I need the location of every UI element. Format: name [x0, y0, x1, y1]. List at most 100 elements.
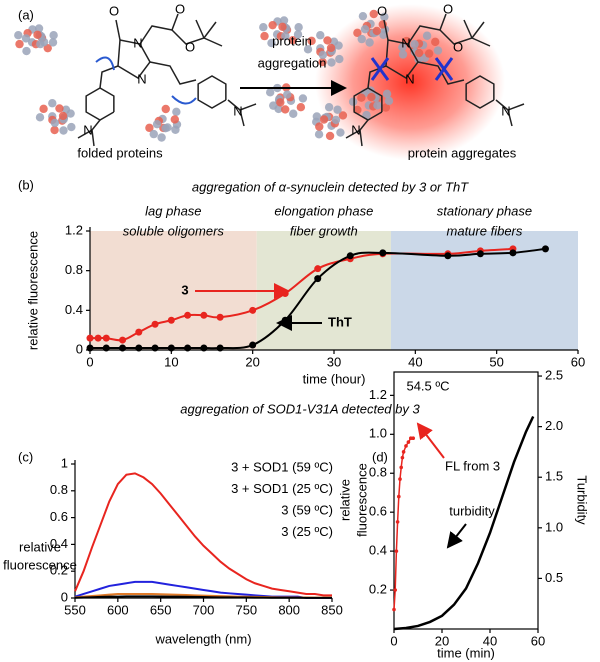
data-point	[444, 252, 452, 260]
protein-bead	[348, 97, 358, 106]
data-point	[94, 334, 102, 342]
protein-bead	[333, 105, 342, 114]
atom-label: N	[401, 35, 410, 50]
phase-sublabel: fiber growth	[290, 223, 358, 238]
y-tick-label: 0.4	[65, 302, 83, 317]
protein-bead	[157, 133, 166, 142]
x-tick-label: 800	[278, 602, 300, 617]
atom-label: O	[443, 1, 453, 16]
data-point	[404, 444, 408, 448]
legend-entry: 3 (25 ºC)	[281, 524, 333, 539]
protein-bead	[398, 43, 407, 52]
protein-bead	[22, 46, 31, 56]
data-point	[135, 328, 143, 336]
phase-label: lag phase	[145, 203, 201, 218]
x-tick-label: 60	[571, 354, 585, 369]
y-tick-label: 0.8	[65, 262, 83, 277]
series-annotation: turbidity	[449, 503, 495, 518]
annotation: 54.5 ºC	[406, 378, 449, 393]
bond	[463, 19, 473, 39]
data-point	[86, 334, 94, 342]
x-tick-label: 600	[107, 602, 129, 617]
y2-axis-label: Turbidity	[575, 475, 590, 525]
protein-bead	[48, 99, 57, 108]
y-tick-label: 1.0	[369, 426, 387, 441]
annotation-arrow	[416, 422, 445, 459]
protein-bead	[279, 16, 289, 25]
annotation-arrow	[446, 523, 467, 549]
data-point	[314, 275, 322, 283]
protein-bead	[327, 58, 336, 67]
atom-label: N	[83, 122, 92, 137]
phase-sublabel: mature fibers	[447, 223, 523, 238]
protein-bead	[431, 37, 440, 47]
x-tick-label: 50	[489, 354, 503, 369]
atom-label: N	[137, 71, 146, 86]
protein-bead	[365, 38, 374, 47]
protein-bead	[353, 28, 362, 38]
protein-bead	[145, 123, 154, 133]
protein-bead	[268, 20, 277, 30]
protein-bead	[48, 38, 58, 47]
data-point	[151, 320, 159, 328]
y2-tick-label: 1.5	[545, 469, 563, 484]
protein-bead	[278, 22, 287, 32]
protein-bead	[59, 126, 68, 135]
protein-bead	[323, 36, 332, 45]
protein-bead	[21, 34, 31, 43]
caption: folded proteins	[77, 145, 163, 160]
protein-bead	[336, 128, 345, 137]
protein-bead	[281, 105, 290, 114]
bond	[139, 13, 179, 45]
protein-bead	[303, 45, 313, 54]
protein-bead	[49, 31, 58, 40]
protein-bead	[360, 24, 370, 34]
x-tick-label: 30	[327, 354, 341, 369]
arrow-label: aggregation	[258, 55, 327, 70]
protein-bead	[433, 46, 443, 55]
panel-label: (b)	[18, 177, 34, 192]
protein-bead	[414, 48, 424, 58]
protein-bead	[325, 131, 335, 141]
section-title: aggregation of SOD1-V31A detected by 3	[180, 401, 420, 416]
panel-label: (d)	[372, 449, 388, 464]
rotation-block	[370, 57, 454, 81]
protein-bead	[265, 88, 275, 97]
data-point	[184, 344, 192, 352]
protein-bead	[296, 103, 306, 112]
spectrum-line	[74, 595, 332, 599]
data-point	[200, 311, 208, 319]
protein-bead	[15, 39, 24, 49]
bond	[507, 109, 513, 127]
protein-bead	[324, 103, 334, 112]
y2-tick-label: 2.5	[545, 367, 563, 382]
x-tick-label: 40	[483, 633, 497, 648]
protein-bead	[274, 104, 283, 114]
data-point	[541, 245, 549, 253]
protein-bead	[61, 105, 71, 114]
data-point	[399, 465, 404, 470]
y-axis-label: relative	[19, 539, 61, 554]
data-point	[379, 249, 387, 257]
y-axis-label: relative fluorescence	[25, 231, 40, 350]
protein-bead	[315, 122, 324, 131]
data-point	[102, 344, 110, 352]
protein-bead	[161, 104, 170, 114]
data-point	[398, 477, 402, 481]
protein-bead	[58, 111, 68, 121]
rotation-arrow	[95, 56, 115, 71]
panel-label: (a)	[18, 7, 34, 22]
y-axis-label: fluorescence	[354, 463, 369, 537]
x-tick-label: 20	[245, 354, 259, 369]
data-point	[394, 549, 399, 553]
y-tick-label: 0.2	[369, 581, 387, 596]
data-point	[314, 265, 322, 273]
data-point	[397, 494, 401, 499]
legend-entry: 3 (59 ºC)	[281, 502, 333, 517]
data-point	[346, 252, 354, 260]
data-point	[216, 344, 224, 352]
molecule: O N N O O N N	[14, 1, 257, 147]
data-point	[476, 250, 484, 258]
protein-bead	[50, 125, 59, 135]
protein-bead	[318, 50, 328, 60]
